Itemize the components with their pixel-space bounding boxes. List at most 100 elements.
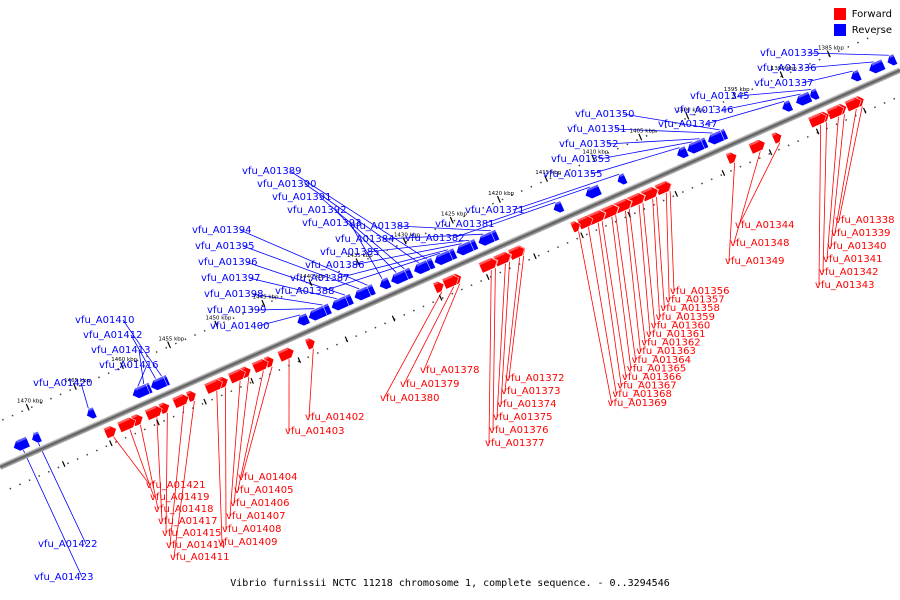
gene-label[interactable]: vfu_A01342 xyxy=(819,267,878,278)
gene-label[interactable]: vfu_A01390 xyxy=(257,179,316,190)
gene-label[interactable]: vfu_A01338 xyxy=(835,215,894,226)
reverse-gene-arrow[interactable] xyxy=(848,69,863,84)
forward-gene-arrow[interactable] xyxy=(185,389,199,403)
gene-label[interactable]: vfu_A01353 xyxy=(551,154,610,165)
reverse-gene-arrow[interactable] xyxy=(551,200,565,215)
forward-gene-arrow[interactable] xyxy=(478,256,499,274)
gene-label[interactable]: vfu_A01391 xyxy=(272,192,331,203)
gene-label[interactable]: vfu_A01340 xyxy=(827,241,886,252)
gene-label[interactable]: vfu_A01380 xyxy=(380,393,439,404)
forward-gene-arrow[interactable] xyxy=(432,279,447,294)
forward-gene-arrow[interactable] xyxy=(507,244,527,261)
reverse-gene-arrow[interactable] xyxy=(705,129,725,147)
gene-label[interactable]: vfu_A01420 xyxy=(33,378,92,389)
gene-label[interactable]: vfu_A01341 xyxy=(823,254,882,265)
reverse-gene-arrow[interactable] xyxy=(352,285,372,303)
gene-label[interactable]: vfu_A01407 xyxy=(226,511,285,522)
reverse-gene-arrow[interactable] xyxy=(685,138,706,156)
reverse-gene-arrow[interactable] xyxy=(885,53,899,68)
gene-label[interactable]: vfu_A01394 xyxy=(192,225,251,236)
forward-gene-arrow[interactable] xyxy=(116,415,138,433)
gene-label[interactable]: vfu_A01398 xyxy=(204,289,263,300)
gene-label[interactable]: vfu_A01393 xyxy=(302,218,361,229)
gene-label[interactable]: vfu_A01336 xyxy=(757,63,816,74)
gene-label[interactable]: vfu_A01411 xyxy=(170,552,229,563)
gene-label[interactable]: vfu_A01410 xyxy=(75,315,134,326)
gene-label[interactable]: vfu_A01379 xyxy=(400,379,459,390)
reverse-gene-arrow[interactable] xyxy=(148,375,168,393)
gene-label[interactable]: vfu_A01384 xyxy=(335,234,394,245)
gene-label[interactable]: vfu_A01361 xyxy=(646,329,705,340)
forward-gene-arrow[interactable] xyxy=(304,336,318,351)
forward-gene-arrow[interactable] xyxy=(251,357,270,374)
reverse-gene-arrow[interactable] xyxy=(794,91,813,108)
gene-label[interactable]: vfu_A01365 xyxy=(627,363,686,374)
gene-label[interactable]: vfu_A01344 xyxy=(735,220,794,231)
gene-label[interactable]: vfu_A01378 xyxy=(420,365,479,376)
gene-label[interactable]: vfu_A01400 xyxy=(210,321,269,332)
gene-label[interactable]: vfu_A01397 xyxy=(201,273,260,284)
reverse-gene-arrow[interactable] xyxy=(476,231,496,248)
gene-label[interactable]: vfu_A01412 xyxy=(83,330,142,341)
reverse-gene-arrow[interactable] xyxy=(30,430,43,445)
gene-label[interactable]: vfu_A01421 xyxy=(146,480,205,491)
gene-label[interactable]: vfu_A01389 xyxy=(242,166,301,177)
gene-label[interactable]: vfu_A01363 xyxy=(636,346,695,357)
gene-label[interactable]: vfu_A01343 xyxy=(815,280,874,291)
forward-gene-arrow[interactable] xyxy=(569,219,583,234)
gene-label[interactable]: vfu_A01415 xyxy=(162,528,221,539)
gene-label[interactable]: vfu_A01372 xyxy=(505,373,564,384)
gene-label[interactable]: vfu_A01347 xyxy=(658,119,717,130)
gene-label[interactable]: vfu_A01383 xyxy=(350,221,409,232)
gene-label[interactable]: vfu_A01351 xyxy=(567,124,626,135)
reverse-gene-arrow[interactable] xyxy=(412,259,431,277)
gene-label[interactable]: vfu_A01414 xyxy=(166,540,225,551)
gene-label[interactable]: vfu_A01403 xyxy=(285,426,344,437)
reverse-gene-arrow[interactable] xyxy=(329,295,350,313)
gene-label[interactable]: vfu_A01396 xyxy=(198,257,257,268)
forward-gene-arrow[interactable] xyxy=(227,367,248,385)
gene-label[interactable]: vfu_A01368 xyxy=(612,389,671,400)
gene-label[interactable]: vfu_A01416 xyxy=(99,360,158,371)
gene-label[interactable]: vfu_A01337 xyxy=(754,78,813,89)
reverse-gene-arrow[interactable] xyxy=(615,172,629,187)
gene-label[interactable]: vfu_A01405 xyxy=(234,485,293,496)
gene-label[interactable]: vfu_A01402 xyxy=(305,412,364,423)
gene-label[interactable]: vfu_A01386 xyxy=(305,260,364,271)
reverse-gene-arrow[interactable] xyxy=(454,240,475,258)
gene-label[interactable]: vfu_A01369 xyxy=(608,398,667,409)
forward-gene-arrow[interactable] xyxy=(276,345,296,363)
gene-label[interactable]: vfu_A01376 xyxy=(489,425,548,436)
reverse-gene-arrow[interactable] xyxy=(432,249,454,267)
forward-gene-arrow[interactable] xyxy=(807,111,829,129)
gene-label[interactable]: vfu_A01387 xyxy=(290,273,349,284)
gene-label[interactable]: vfu_A01366 xyxy=(622,372,681,383)
reverse-gene-arrow[interactable] xyxy=(867,58,887,76)
gene-label[interactable]: vfu_A01408 xyxy=(222,524,281,535)
reverse-gene-arrow[interactable] xyxy=(780,99,794,114)
gene-label[interactable]: vfu_A01335 xyxy=(760,48,819,59)
gene-label[interactable]: vfu_A01382 xyxy=(405,233,464,244)
gene-label[interactable]: vfu_A01417 xyxy=(158,516,217,527)
forward-gene-arrow[interactable] xyxy=(725,150,739,165)
gene-label[interactable]: vfu_A01418 xyxy=(154,504,213,515)
forward-gene-arrow[interactable] xyxy=(576,214,595,231)
gene-label[interactable]: vfu_A01385 xyxy=(320,247,379,258)
gene-label[interactable]: vfu_A01406 xyxy=(230,498,289,509)
reverse-gene-arrow[interactable] xyxy=(389,269,409,287)
reverse-gene-arrow[interactable] xyxy=(377,276,393,292)
gene-label[interactable]: vfu_A01375 xyxy=(493,412,552,423)
forward-gene-arrow[interactable] xyxy=(844,95,863,113)
forward-gene-arrow[interactable] xyxy=(102,424,118,439)
gene-label[interactable]: vfu_A01362 xyxy=(641,338,700,349)
gene-label[interactable]: vfu_A01392 xyxy=(287,205,346,216)
gene-label[interactable]: vfu_A01374 xyxy=(497,399,556,410)
forward-gene-arrow[interactable] xyxy=(157,400,172,415)
forward-gene-arrow[interactable] xyxy=(144,404,164,421)
gene-label[interactable]: vfu_A01388 xyxy=(275,286,334,297)
gene-label[interactable]: vfu_A01355 xyxy=(543,169,602,180)
gene-label[interactable]: vfu_A01350 xyxy=(575,109,634,120)
gene-label[interactable]: vfu_A01356 xyxy=(670,286,729,297)
gene-label[interactable]: vfu_A01357 xyxy=(665,295,724,306)
gene-label[interactable]: vfu_A01404 xyxy=(238,472,297,483)
